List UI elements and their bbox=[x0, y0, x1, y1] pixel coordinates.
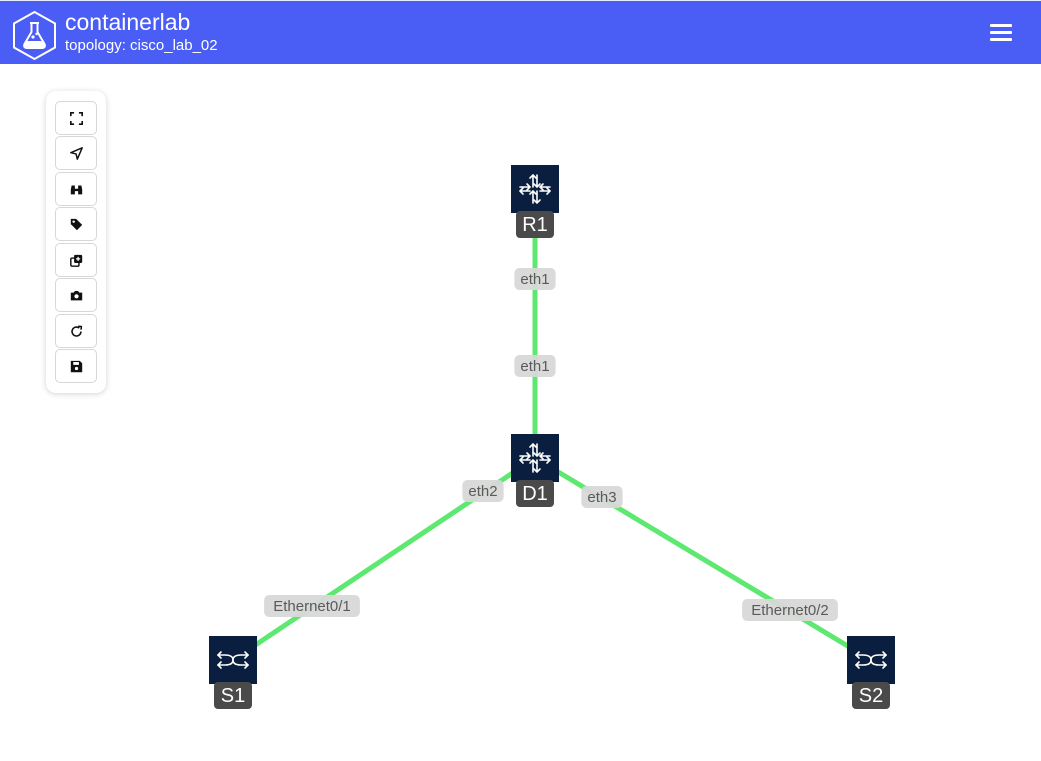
router-icon bbox=[518, 442, 552, 474]
node-r1[interactable] bbox=[511, 165, 559, 213]
node-label-s1: S1 bbox=[214, 682, 252, 709]
camera-icon bbox=[70, 290, 82, 300]
reload-button[interactable] bbox=[55, 314, 97, 348]
endpoint-label-r1: eth1 bbox=[514, 268, 556, 290]
locate-button[interactable] bbox=[55, 136, 97, 170]
rotate-icon bbox=[70, 324, 82, 337]
clone-plus-icon bbox=[69, 254, 82, 267]
svg-text:eth3: eth3 bbox=[587, 489, 616, 506]
router-icon bbox=[518, 173, 552, 205]
svg-text:eth1: eth1 bbox=[520, 358, 549, 375]
endpoint-label-d1: eth3 bbox=[581, 486, 623, 508]
svg-text:S1: S1 bbox=[221, 685, 245, 707]
hamburger-menu-icon[interactable] bbox=[990, 24, 1012, 44]
floppy-disk-icon bbox=[70, 360, 82, 372]
app-title: containerlab bbox=[65, 9, 191, 35]
fit-view-button[interactable] bbox=[55, 101, 97, 135]
capture-button[interactable] bbox=[55, 278, 97, 312]
svg-text:eth1: eth1 bbox=[520, 271, 549, 288]
topology-name: topology: cisco_lab_02 bbox=[65, 37, 218, 54]
svg-text:Ethernet0/2: Ethernet0/2 bbox=[751, 602, 829, 619]
svg-text:S2: S2 bbox=[859, 685, 883, 707]
switch-icon bbox=[216, 651, 250, 669]
node-s1[interactable] bbox=[209, 636, 257, 684]
containerlab-flask-icon[interactable] bbox=[11, 10, 58, 61]
node-s2[interactable] bbox=[847, 636, 895, 684]
save-button[interactable] bbox=[55, 349, 97, 383]
toggle-labels-button[interactable] bbox=[55, 207, 97, 241]
navbar: containerlab topology: cisco_lab_02 bbox=[0, 0, 1041, 64]
svg-text:eth2: eth2 bbox=[468, 483, 497, 500]
add-node-button[interactable] bbox=[55, 243, 97, 277]
endpoint-label-d1: eth1 bbox=[514, 355, 556, 377]
svg-text:R1: R1 bbox=[522, 214, 548, 236]
binoculars-icon bbox=[70, 184, 82, 194]
endpoint-label-s1: Ethernet0/1 bbox=[264, 595, 360, 617]
node-d1[interactable] bbox=[511, 434, 559, 482]
expand-icon bbox=[69, 111, 83, 125]
endpoint-label-s2: Ethernet0/2 bbox=[742, 599, 838, 621]
find-node-button[interactable] bbox=[55, 172, 97, 206]
tag-icon bbox=[70, 218, 82, 230]
location-arrow-icon bbox=[69, 146, 83, 160]
node-label-d1: D1 bbox=[516, 480, 554, 507]
endpoint-label-d1: eth2 bbox=[462, 480, 504, 502]
svg-text:D1: D1 bbox=[522, 483, 548, 505]
svg-text:Ethernet0/1: Ethernet0/1 bbox=[273, 598, 351, 615]
node-label-r1: R1 bbox=[516, 211, 554, 238]
node-label-s2: S2 bbox=[852, 682, 890, 709]
switch-icon bbox=[854, 651, 888, 669]
tool-panel bbox=[46, 91, 106, 393]
